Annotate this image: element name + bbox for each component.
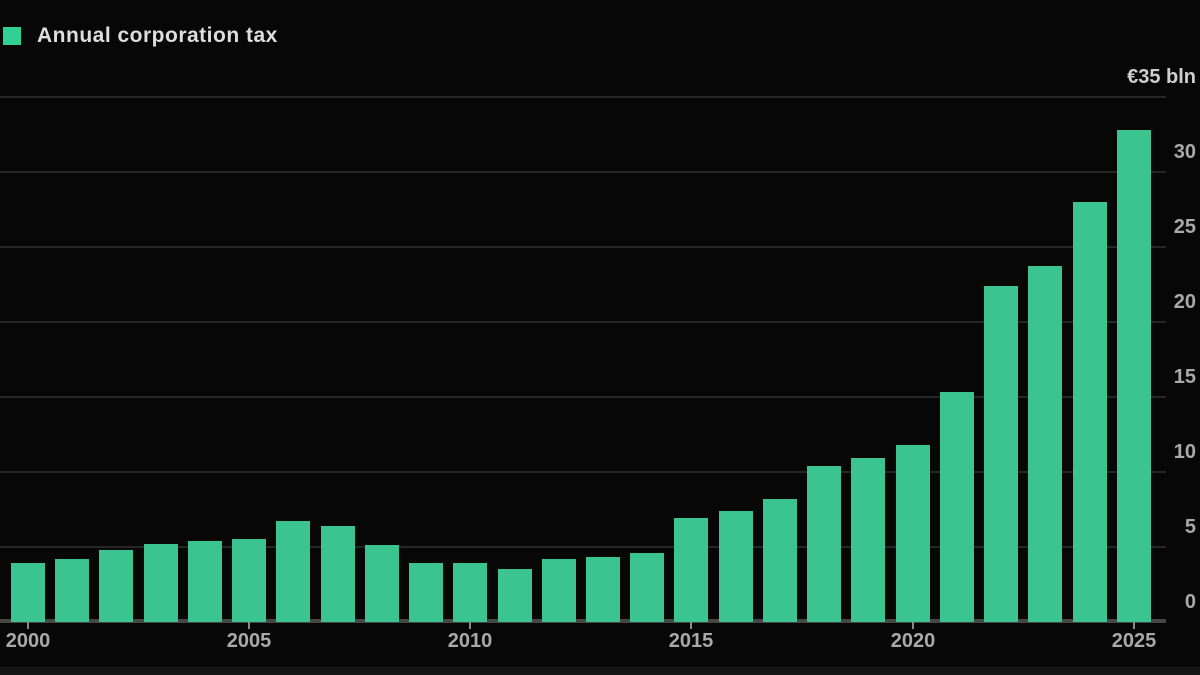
bar-2001 (55, 559, 89, 622)
x-tick-label-2010: 2010 (447, 630, 493, 652)
y-tick-label: 25 (1173, 216, 1196, 238)
bar-2003 (144, 544, 178, 622)
y-tick-label: 10 (1173, 441, 1196, 463)
y-tick-label: 5 (1184, 516, 1196, 538)
bar-2021 (940, 392, 974, 622)
bar-2020 (896, 445, 930, 622)
gridline (0, 171, 1166, 173)
bar-2018 (807, 466, 841, 622)
bar-2017 (763, 499, 797, 622)
gridline (0, 396, 1166, 398)
legend: Annual corporation tax (3, 24, 278, 48)
gridline (0, 471, 1166, 473)
bar-2010 (453, 563, 487, 622)
bar-2007 (321, 526, 355, 622)
gridline (0, 246, 1166, 248)
x-tick-mark (27, 622, 29, 629)
y-tick-label: 30 (1173, 141, 1196, 163)
x-tick-mark (690, 622, 692, 629)
bar-2016 (719, 511, 753, 622)
y-axis-unit-label: €35 bln (1127, 66, 1196, 88)
bar-2008 (365, 545, 399, 622)
bar-2013 (586, 557, 620, 622)
x-axis-line (0, 619, 1166, 623)
bar-2009 (409, 563, 443, 622)
legend-swatch (3, 27, 21, 45)
bar-2022 (984, 286, 1018, 622)
bar-2024 (1073, 202, 1107, 622)
x-tick-label-2000: 2000 (5, 630, 51, 652)
y-tick-label: 0 (1184, 591, 1196, 613)
bar-2019 (851, 458, 885, 622)
gridline (0, 546, 1166, 548)
bar-2005 (232, 539, 266, 622)
x-tick-mark (469, 622, 471, 629)
x-tick-mark (1133, 622, 1135, 629)
x-tick-label-2015: 2015 (668, 630, 714, 652)
y-tick-label: 20 (1173, 291, 1196, 313)
bar-2023 (1028, 266, 1062, 622)
x-tick-label-2025: 2025 (1111, 630, 1157, 652)
x-tick-mark (248, 622, 250, 629)
y-tick-label: 15 (1173, 366, 1196, 388)
gridline (0, 96, 1166, 98)
bottom-strip (0, 667, 1200, 675)
bar-2025 (1117, 130, 1151, 622)
bar-2006 (276, 521, 310, 622)
x-tick-mark (912, 622, 914, 629)
gridline (0, 321, 1166, 323)
bar-2000 (11, 563, 45, 622)
x-tick-label-2005: 2005 (226, 630, 272, 652)
bar-2014 (630, 553, 664, 622)
bar-2012 (542, 559, 576, 622)
legend-label: Annual corporation tax (37, 24, 278, 47)
bar-2004 (188, 541, 222, 622)
bar-2015 (674, 518, 708, 622)
bar-2011 (498, 569, 532, 622)
x-tick-label-2020: 2020 (890, 630, 936, 652)
bar-2002 (99, 550, 133, 622)
